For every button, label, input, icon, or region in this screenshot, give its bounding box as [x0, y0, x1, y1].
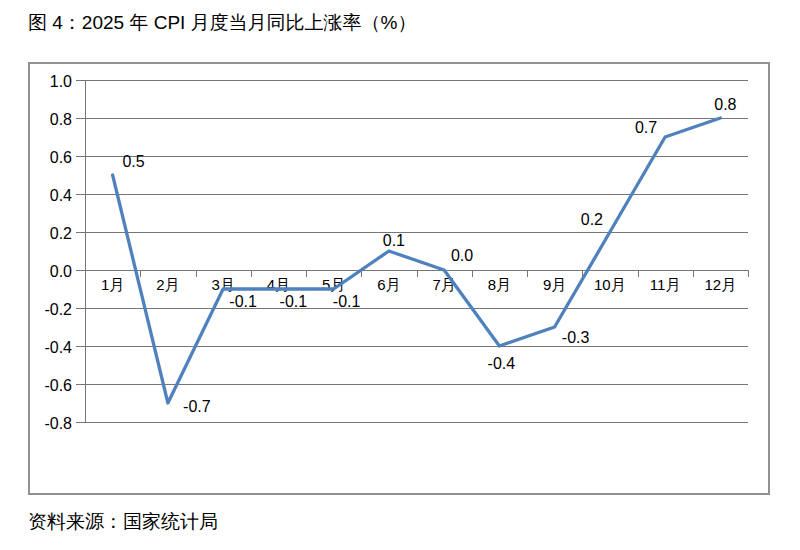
source-note: 资料来源：国家统计局 [28, 509, 218, 535]
y-tick-label: 0.4 [50, 187, 72, 204]
cpi-line-chart: 1.00.80.60.40.20.0-0.2-0.4-0.6-0.8 1月2月3… [30, 64, 768, 493]
x-tick-label: 11月 [650, 276, 681, 293]
x-tick-label: 9月 [543, 276, 566, 293]
y-tick-label: -0.4 [44, 339, 72, 356]
data-labels: 0.5 -0.7 -0.1 -0.1 -0.1 0.1 0.0 -0.4 -0.3 0.2 0.7 0… [122, 96, 736, 415]
data-label: -0.1 [333, 293, 361, 310]
data-label: -0.3 [562, 329, 590, 346]
y-tick-label: -0.6 [44, 377, 72, 394]
data-label: 0.0 [451, 247, 473, 264]
data-label: 0.1 [383, 232, 405, 249]
data-series [113, 118, 721, 403]
data-label: 0.8 [714, 96, 736, 113]
data-label: -0.1 [280, 293, 308, 310]
chart-frame: 1.00.80.60.40.20.0-0.2-0.4-0.6-0.8 1月2月3… [28, 62, 770, 495]
x-axis-labels: 1月2月3月4月5月6月7月8月9月10月11月12月 [101, 276, 736, 293]
data-label: 0.7 [635, 119, 657, 136]
y-tick-label: 1.0 [50, 73, 72, 90]
y-axis-labels: 1.0 0.8 0.6 0.4 0.2 0.0 -0.2 -0.4 -0.6 -0.8 [44, 73, 72, 432]
x-tick-label: 10月 [594, 276, 626, 293]
x-tick-label: 2月 [156, 276, 179, 293]
page: 图 4：2025 年 CPI 月度当月同比上涨率（%） 1.0 0.8 0.6 0.4… [0, 0, 800, 550]
data-label: -0.1 [229, 293, 257, 310]
cpi-series-line [113, 118, 721, 403]
x-tick-label: 8月 [488, 276, 511, 293]
y-tick-label: 0.6 [50, 149, 72, 166]
y-tick-label: 0.0 [50, 263, 72, 280]
y-tick-label: -0.8 [44, 415, 72, 432]
data-label: 0.2 [581, 211, 603, 228]
y-tick-label: 0.2 [50, 225, 72, 242]
x-tick-label: 6月 [377, 276, 400, 293]
y-tick-label: -0.2 [44, 301, 72, 318]
y-tick-label: 0.8 [50, 111, 72, 128]
data-label: -0.7 [183, 398, 211, 415]
data-label: -0.4 [488, 355, 516, 372]
chart-title: 图 4：2025 年 CPI 月度当月同比上涨率（%） [28, 11, 417, 36]
data-label: 0.5 [122, 153, 144, 170]
x-tick-label: 1月 [101, 276, 124, 293]
x-tick-label: 12月 [705, 276, 737, 293]
